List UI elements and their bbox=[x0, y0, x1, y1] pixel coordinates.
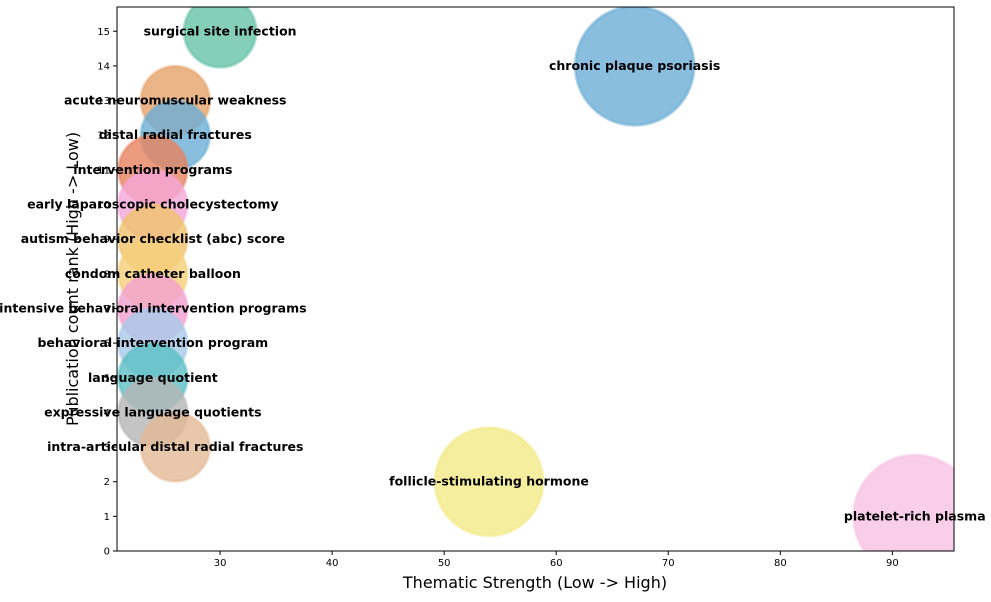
x-tick-label: 60 bbox=[550, 558, 563, 569]
y-tick-label: 6 bbox=[104, 339, 110, 350]
y-tick-label: 0 bbox=[104, 547, 110, 558]
bubble-label: early laparoscopic cholecystectomy bbox=[27, 197, 278, 212]
y-tick-label: 13 bbox=[97, 96, 110, 107]
bubble-label: expressive language quotients bbox=[44, 404, 261, 419]
y-tick-label: 14 bbox=[97, 61, 110, 72]
y-tick-label: 15 bbox=[97, 27, 110, 38]
bubble-point bbox=[139, 411, 211, 483]
bubble-label: intervention programs bbox=[73, 162, 232, 177]
bubble-layer bbox=[117, 7, 954, 551]
bubble-label: acute neuromuscular weakness bbox=[64, 93, 287, 108]
plot-frame bbox=[116, 6, 955, 552]
y-tick-label: 11 bbox=[97, 165, 110, 176]
bubble-label: autism behavior checklist (abc) score bbox=[21, 231, 285, 246]
bubble-label: platelet-rich plasma bbox=[844, 508, 986, 523]
bubble-label: distal radial fractures bbox=[99, 127, 252, 142]
x-tick-label: 70 bbox=[662, 558, 675, 569]
x-axis-label: Thematic Strength (Low -> High) bbox=[402, 573, 667, 592]
bubble-label: behavioral intervention program bbox=[37, 335, 268, 350]
y-tick-label: 3 bbox=[104, 443, 110, 454]
bubble-label: language quotient bbox=[88, 370, 218, 385]
bubble-label: chronic plaque psoriasis bbox=[549, 58, 720, 73]
y-tick-label: 12 bbox=[97, 131, 110, 142]
y-tick-label: 8 bbox=[104, 269, 110, 280]
y-tick-label: 2 bbox=[104, 477, 110, 488]
y-tick-label: 7 bbox=[104, 304, 110, 315]
bubble-point bbox=[433, 426, 545, 538]
bubble-point bbox=[182, 7, 258, 69]
y-tick-label: 4 bbox=[104, 408, 110, 419]
x-tick-label: 30 bbox=[214, 558, 227, 569]
y-tick-label: 10 bbox=[97, 200, 110, 211]
y-axis-label: Publication count rank (High -> Low) bbox=[63, 132, 82, 426]
bubble-label: intensive behavioral intervention progra… bbox=[0, 300, 307, 315]
bubble-point bbox=[573, 7, 696, 127]
y-tick-label: 9 bbox=[104, 235, 110, 246]
x-tick-label: 40 bbox=[326, 558, 339, 569]
bubble-label: intra-articular distal radial fractures bbox=[47, 439, 303, 454]
y-tick-label: 1 bbox=[104, 512, 110, 523]
bubble-label-layer: surgical site infection chronic plaque ps… bbox=[0, 23, 986, 523]
x-tick-label: 80 bbox=[774, 558, 787, 569]
bubble-label: surgical site infection bbox=[144, 23, 297, 38]
bubble-point bbox=[852, 453, 954, 551]
y-tick-label: 5 bbox=[104, 373, 110, 384]
bubble-label: condom catheter balloon bbox=[65, 266, 241, 281]
x-tick-label: 50 bbox=[438, 558, 451, 569]
x-axis: 30 40 50 60 70 80 90 bbox=[214, 551, 899, 569]
x-tick-label: 90 bbox=[886, 558, 899, 569]
bubble-label: follicle-stimulating hormone bbox=[389, 474, 589, 489]
